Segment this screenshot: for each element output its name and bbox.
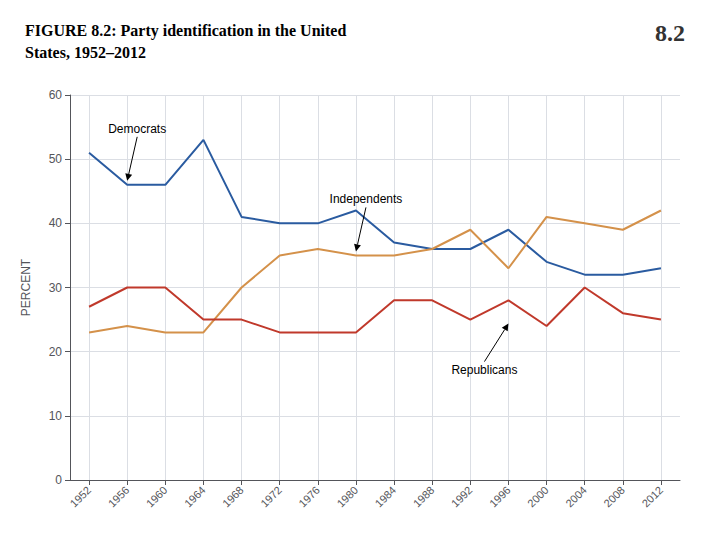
svg-text:1968: 1968 [220, 484, 246, 510]
svg-text:40: 40 [49, 216, 63, 230]
svg-text:50: 50 [49, 152, 63, 166]
svg-text:PERCENT: PERCENT [19, 258, 33, 316]
svg-text:1952: 1952 [68, 484, 94, 510]
svg-text:2004: 2004 [563, 484, 589, 510]
svg-text:60: 60 [49, 88, 63, 102]
svg-text:1988: 1988 [411, 484, 437, 510]
svg-text:1996: 1996 [487, 484, 513, 510]
svg-text:20: 20 [49, 345, 63, 359]
svg-text:1980: 1980 [334, 484, 360, 510]
svg-text:1984: 1984 [373, 484, 399, 510]
svg-text:Republicans: Republicans [451, 363, 517, 377]
svg-text:1992: 1992 [449, 484, 475, 510]
svg-text:2000: 2000 [525, 484, 551, 510]
svg-text:1956: 1956 [106, 484, 132, 510]
svg-text:2012: 2012 [639, 484, 665, 510]
svg-text:FIGURE 8.2: Party identificati: FIGURE 8.2: Party identification in the … [25, 22, 346, 40]
svg-text:1976: 1976 [296, 484, 322, 510]
svg-text:0: 0 [55, 473, 62, 487]
svg-text:1960: 1960 [144, 484, 170, 510]
svg-text:Independents: Independents [330, 192, 403, 206]
svg-text:30: 30 [49, 281, 63, 295]
svg-text:8.2: 8.2 [655, 20, 685, 46]
svg-text:States, 1952–2012: States, 1952–2012 [25, 44, 146, 61]
svg-text:10: 10 [49, 409, 63, 423]
svg-text:1972: 1972 [258, 484, 284, 510]
svg-text:1964: 1964 [182, 484, 208, 510]
svg-text:2008: 2008 [601, 484, 627, 510]
svg-text:Democrats: Democrats [108, 122, 166, 136]
